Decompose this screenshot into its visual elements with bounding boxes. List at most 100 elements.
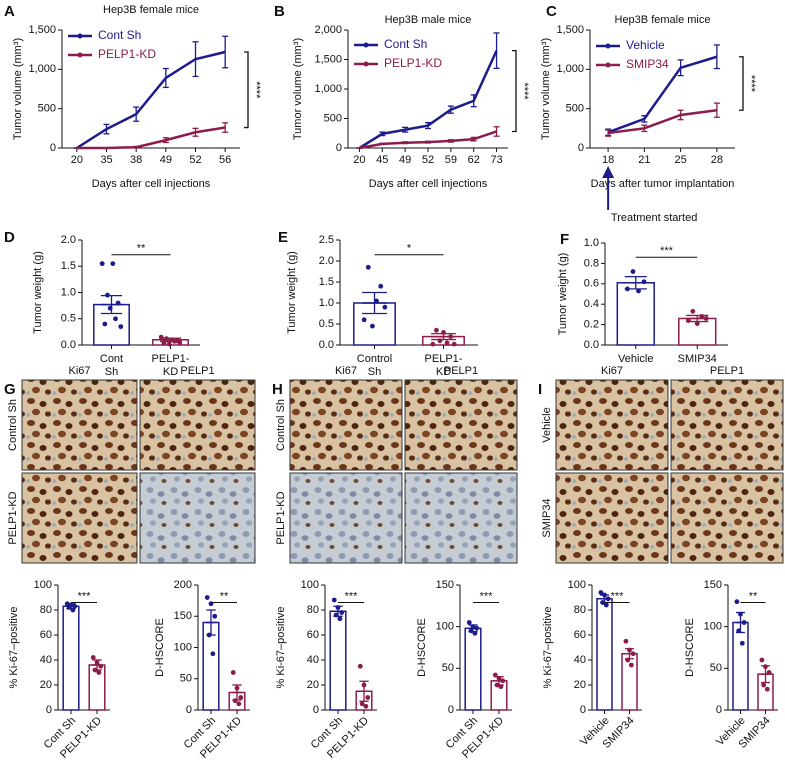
y-tick-label: 20 [40, 679, 52, 691]
series-line [76, 126, 226, 150]
data-point [363, 703, 369, 709]
y-tick-label: 1,000 [556, 63, 584, 75]
significance: **** [745, 75, 757, 93]
micrograph [670, 472, 784, 564]
column-header: Ki67 [601, 365, 623, 377]
significance: * [407, 243, 412, 255]
micrograph [555, 379, 669, 471]
y-tick-label: 0.6 [584, 278, 599, 290]
data-point [359, 701, 365, 707]
data-point [99, 261, 105, 267]
data-point [498, 684, 504, 690]
series-line [607, 55, 718, 134]
series-line [76, 50, 226, 150]
column-header: Ki67 [68, 365, 90, 377]
micrograph [139, 472, 256, 564]
row-label: Control Sh [275, 399, 287, 451]
data-point [466, 620, 472, 625]
data-point [339, 610, 345, 615]
y-tick-label: 60 [574, 629, 586, 641]
micrograph [289, 472, 403, 564]
series-line [607, 109, 718, 135]
data-point [764, 686, 770, 692]
y-tick-label: 100 [436, 621, 454, 633]
y-tick-label: 1,000 [28, 63, 56, 75]
legend-marker [363, 61, 369, 67]
data-point [636, 288, 641, 294]
data-point [333, 612, 339, 618]
data-point [603, 602, 609, 608]
x-tick-label: Sh [368, 366, 381, 378]
data-point [630, 269, 636, 274]
y-tick-label: 500 [324, 112, 342, 124]
data-point [492, 672, 498, 678]
y-tick-label: 0 [448, 704, 454, 716]
significance-bracket [512, 50, 517, 133]
data-point [204, 595, 210, 600]
row-label: PELP1-KD [275, 491, 287, 544]
data-point [98, 663, 104, 669]
data-point [766, 670, 772, 675]
data-point [739, 640, 745, 646]
x-tick-label: 38 [130, 154, 142, 166]
y-tick-label: 20 [307, 679, 319, 691]
x-tick-label: Control [357, 353, 392, 365]
data-point [474, 625, 480, 631]
y-tick-label: 2.5 [319, 234, 334, 246]
data-point [434, 327, 439, 333]
significance: *** [660, 245, 674, 257]
micrograph [555, 472, 669, 564]
panel-letter: H [272, 381, 283, 398]
x-tick-label: 20 [71, 154, 83, 166]
y-tick-label: 1.0 [584, 237, 599, 249]
micrograph [404, 379, 518, 471]
data-point [468, 628, 474, 634]
y-axis-label: % Ki-67–positive [275, 607, 287, 689]
data-point [703, 316, 709, 321]
y-tick-label: 0 [580, 704, 586, 716]
chart-title: Hep3B male mice [385, 14, 472, 26]
row-label: Vehicle [541, 407, 553, 442]
y-tick-label: 100 [568, 579, 586, 591]
panel-letter: I [538, 381, 542, 398]
micrograph [289, 379, 403, 471]
y-tick-label: 2,000 [314, 24, 342, 36]
panel-letter: E [278, 229, 288, 246]
data-point [115, 300, 121, 306]
y-tick-label: 1,500 [28, 24, 56, 36]
data-point [761, 682, 767, 688]
y-tick-label: 0 [313, 704, 319, 716]
y-tick-label: 0 [186, 704, 192, 716]
data-point [70, 607, 76, 613]
data-point [110, 261, 116, 267]
data-point [763, 664, 768, 670]
y-tick-label: 0 [50, 142, 56, 154]
significance: ** [749, 590, 758, 602]
data-point [113, 316, 118, 322]
y-tick-label: 150 [436, 579, 454, 591]
x-tick-label: 45 [376, 154, 388, 166]
chart-title: Hep3B female mice [615, 14, 711, 26]
legend-marker [77, 33, 83, 39]
y-tick-label: 80 [307, 604, 319, 616]
data-point [500, 678, 506, 684]
data-point [625, 657, 631, 663]
y-tick-label: 0 [336, 142, 342, 154]
y-tick-label: 50 [180, 673, 192, 685]
data-point [472, 630, 478, 636]
significance: ** [137, 243, 146, 255]
y-axis-label: D-HSCORE [684, 618, 696, 677]
y-tick-label: 500 [38, 103, 56, 115]
x-axis-label: Days after cell injections [92, 178, 211, 190]
y-axis-label: Tumor volume (mm³) [292, 38, 304, 140]
y-tick-label: 40 [574, 654, 586, 666]
x-tick-label: Vehicle [618, 353, 653, 365]
y-tick-label: 40 [307, 654, 319, 666]
data-point [374, 298, 379, 304]
data-point [734, 599, 740, 605]
y-tick-label: 1.0 [61, 286, 76, 298]
significance: *** [480, 590, 494, 602]
series-line [358, 50, 498, 150]
x-axis-label: Days after cell injections [369, 178, 488, 190]
y-tick-label: 0.0 [319, 339, 334, 351]
